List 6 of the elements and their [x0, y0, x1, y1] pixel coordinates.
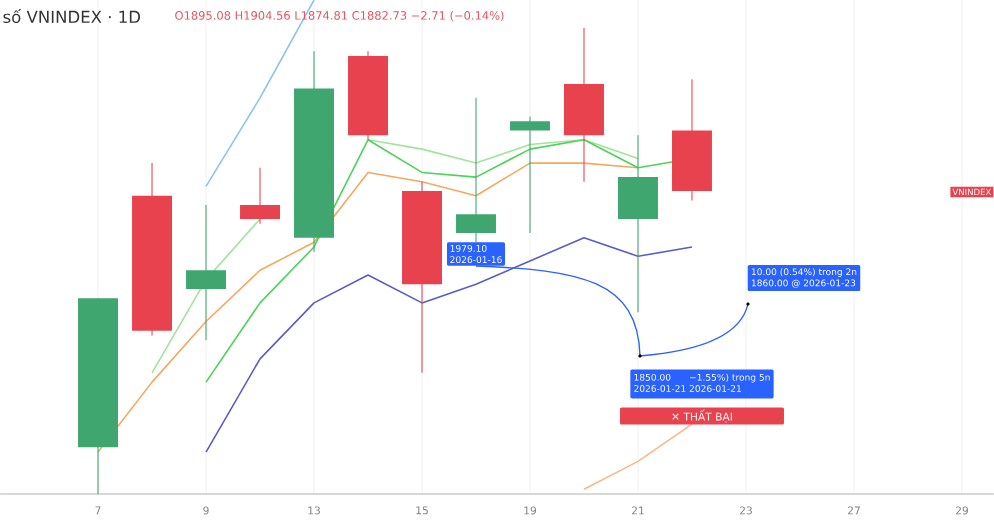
candlestick [618, 134, 658, 313]
candlestick [240, 167, 280, 225]
chart-title: số VNINDEX · 1D [3, 8, 140, 24]
candlestick [456, 97, 496, 243]
candlestick [186, 204, 226, 341]
candlestick [510, 115, 550, 234]
